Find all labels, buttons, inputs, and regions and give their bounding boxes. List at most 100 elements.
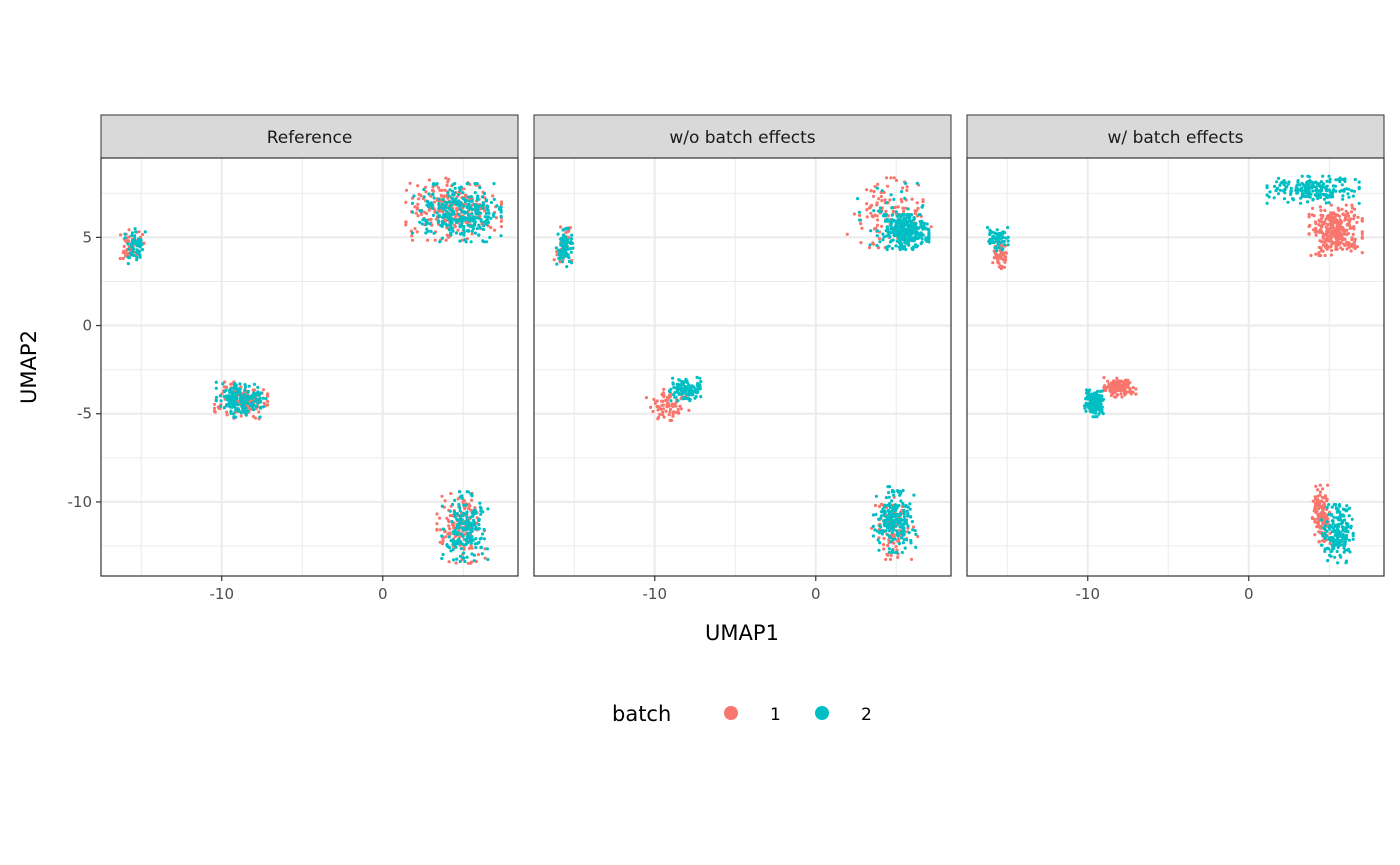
data-point-batch-2 <box>1089 408 1093 412</box>
data-point-batch-2 <box>459 202 463 206</box>
data-point-batch-2 <box>246 389 250 394</box>
data-point-batch-1 <box>1332 226 1336 230</box>
data-point-batch-2 <box>233 392 238 396</box>
data-point-batch-2 <box>458 509 462 513</box>
data-point-batch-2 <box>891 518 895 522</box>
data-point-batch-2 <box>1305 187 1309 191</box>
data-point-batch-1 <box>1109 393 1113 398</box>
data-point-batch-2 <box>921 233 925 237</box>
data-point-batch-2 <box>885 247 889 252</box>
data-point-batch-2 <box>562 237 566 242</box>
data-point-batch-2 <box>899 242 903 246</box>
data-point-batch-2 <box>903 196 907 200</box>
data-point-batch-2 <box>556 232 560 236</box>
data-point-batch-1 <box>1350 242 1354 247</box>
data-point-batch-2 <box>478 537 482 541</box>
data-point-batch-1 <box>859 222 863 226</box>
data-point-batch-2 <box>1338 176 1342 180</box>
data-point-batch-1 <box>649 405 653 409</box>
data-point-batch-2 <box>880 532 885 536</box>
data-point-batch-2 <box>466 540 470 545</box>
data-point-batch-1 <box>865 188 869 192</box>
data-point-batch-2 <box>1331 519 1335 523</box>
data-point-batch-1 <box>1123 390 1127 394</box>
data-point-batch-2 <box>901 224 905 229</box>
data-point-batch-1 <box>658 412 662 416</box>
data-point-batch-2 <box>458 514 462 518</box>
data-point-batch-2 <box>126 247 131 251</box>
data-point-batch-2 <box>489 216 493 220</box>
data-point-batch-1 <box>845 232 849 236</box>
facet-strip <box>100 114 519 159</box>
data-point-batch-2 <box>904 227 908 231</box>
data-point-batch-2 <box>884 229 888 233</box>
data-point-batch-2 <box>468 199 472 203</box>
data-point-batch-2 <box>134 230 138 234</box>
data-point-batch-2 <box>480 195 485 199</box>
data-point-batch-2 <box>469 492 473 496</box>
data-point-batch-2 <box>431 193 435 197</box>
data-point-batch-2 <box>991 234 995 238</box>
data-point-batch-2 <box>902 508 906 512</box>
data-point-batch-2 <box>695 375 699 379</box>
data-point-batch-2 <box>1357 180 1361 184</box>
data-point-batch-2 <box>988 241 992 246</box>
data-point-batch-2 <box>480 552 484 556</box>
data-point-batch-2 <box>1341 507 1345 511</box>
data-point-batch-1 <box>1317 512 1322 517</box>
data-point-batch-2 <box>893 230 897 234</box>
x-tick-label: -10 <box>1076 585 1101 603</box>
data-point-batch-2 <box>894 210 898 214</box>
data-point-batch-1 <box>873 503 878 508</box>
data-point-batch-2 <box>486 557 490 562</box>
data-point-batch-1 <box>903 206 908 210</box>
data-point-batch-2 <box>1097 401 1101 405</box>
data-point-batch-1 <box>1319 230 1323 234</box>
data-point-batch-2 <box>424 220 428 224</box>
data-point-batch-1 <box>880 199 884 203</box>
data-point-batch-2 <box>437 201 441 205</box>
data-point-batch-2 <box>885 245 889 249</box>
data-point-batch-1 <box>667 402 671 406</box>
data-point-batch-2 <box>451 210 455 214</box>
data-point-batch-2 <box>1327 188 1331 192</box>
data-point-batch-2 <box>473 182 477 186</box>
data-point-batch-1 <box>266 399 270 404</box>
data-point-batch-2 <box>1341 197 1345 201</box>
data-point-batch-2 <box>469 240 473 244</box>
data-point-batch-1 <box>127 235 131 239</box>
data-point-batch-2 <box>487 211 491 215</box>
data-point-batch-2 <box>894 244 898 248</box>
data-point-batch-1 <box>1314 233 1318 237</box>
data-point-batch-2 <box>222 406 226 410</box>
data-point-batch-1 <box>476 553 480 557</box>
data-point-batch-2 <box>1334 178 1338 182</box>
data-point-batch-2 <box>691 393 695 397</box>
data-point-batch-2 <box>1343 518 1347 522</box>
data-point-batch-2 <box>421 218 425 222</box>
data-point-batch-1 <box>141 232 145 237</box>
legend-title: batch <box>612 702 671 726</box>
data-point-batch-1 <box>1111 387 1116 391</box>
data-point-batch-1 <box>1330 248 1334 253</box>
data-point-batch-2 <box>1340 183 1344 187</box>
data-point-batch-2 <box>910 520 915 524</box>
data-point-batch-1 <box>1326 483 1330 487</box>
data-point-batch-2 <box>1265 186 1269 190</box>
data-point-batch-2 <box>484 211 488 215</box>
data-point-batch-2 <box>907 213 912 217</box>
data-point-batch-2 <box>243 388 247 392</box>
data-point-batch-2 <box>1300 194 1304 198</box>
data-point-batch-2 <box>440 222 445 226</box>
data-point-batch-1 <box>929 225 933 229</box>
data-point-batch-2 <box>1341 177 1345 181</box>
data-point-batch-2 <box>453 498 457 502</box>
data-point-batch-2 <box>1285 185 1289 189</box>
data-point-batch-2 <box>457 219 461 223</box>
data-point-batch-2 <box>1088 404 1092 408</box>
data-point-batch-1 <box>257 410 261 414</box>
data-point-batch-2 <box>901 221 905 225</box>
data-point-batch-1 <box>1111 381 1115 385</box>
data-point-batch-2 <box>455 203 459 207</box>
facet-strip <box>533 114 952 159</box>
